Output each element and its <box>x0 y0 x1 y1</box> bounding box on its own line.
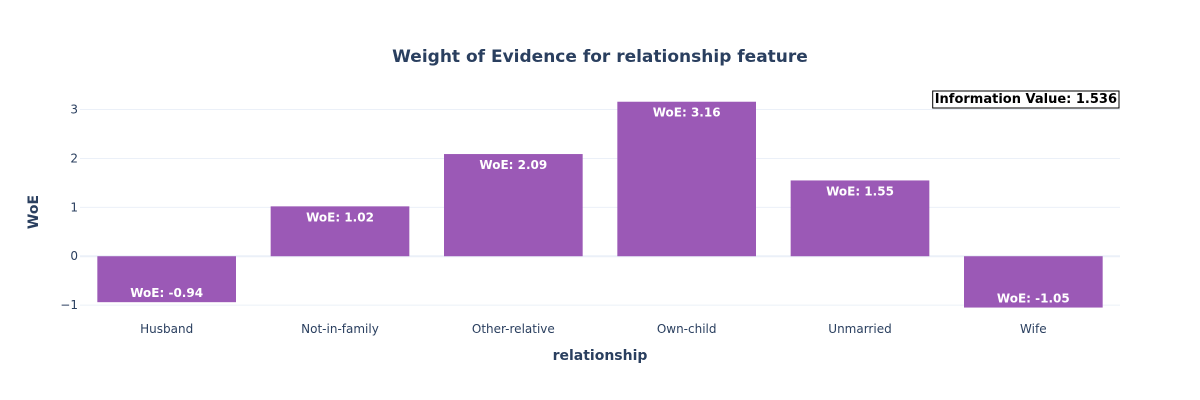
x-tick-label: Husband <box>140 322 193 336</box>
y-tick-label: −1 <box>60 298 78 312</box>
bar[interactable] <box>270 206 410 257</box>
chart-title: Weight of Evidence for relationship feat… <box>392 47 808 67</box>
data-label: WoE: 1.55 <box>826 184 894 198</box>
x-tick-label: Unmarried <box>828 322 891 336</box>
x-tick-label: Other-relative <box>472 322 555 336</box>
y-tick-label: 1 <box>70 200 78 214</box>
data-label: WoE: 3.16 <box>653 106 721 120</box>
y-tick-label: 3 <box>70 103 78 117</box>
bar[interactable] <box>617 101 756 257</box>
x-tick-label: Own-child <box>657 322 717 336</box>
data-label: WoE: -0.94 <box>130 286 203 300</box>
y-tick-label: 2 <box>70 151 78 165</box>
x-tick-label: Not-in-family <box>301 322 379 336</box>
data-label: WoE: 2.09 <box>479 158 547 172</box>
y-axis-ticks: −1 0 1 2 3 <box>60 103 78 313</box>
data-label: WoE: 1.02 <box>306 210 374 224</box>
annotation-box <box>932 90 1120 109</box>
bar[interactable] <box>790 180 930 257</box>
x-axis-title: relationship <box>553 348 648 364</box>
bars <box>97 101 1103 308</box>
y-axis-title: WoE <box>26 195 42 229</box>
data-label: WoE: -1.05 <box>997 292 1070 306</box>
x-tick-label: Wife <box>1020 322 1047 336</box>
data-labels: WoE: -0.94 WoE: 1.02 WoE: 2.09 WoE: 3.16 WoE… <box>130 106 1069 306</box>
bar[interactable] <box>444 154 583 257</box>
x-axis-ticks: Husband Not-in-family Other-relative Own-ch… <box>140 322 1046 336</box>
bar[interactable] <box>97 256 236 303</box>
grid-lines <box>80 109 1120 306</box>
annotation-text: Information Value: 1.536 <box>935 92 1117 107</box>
y-tick-label: 0 <box>70 249 78 263</box>
bar[interactable] <box>964 256 1103 308</box>
information-value-annotation: Information Value: 1.536 <box>932 90 1120 109</box>
